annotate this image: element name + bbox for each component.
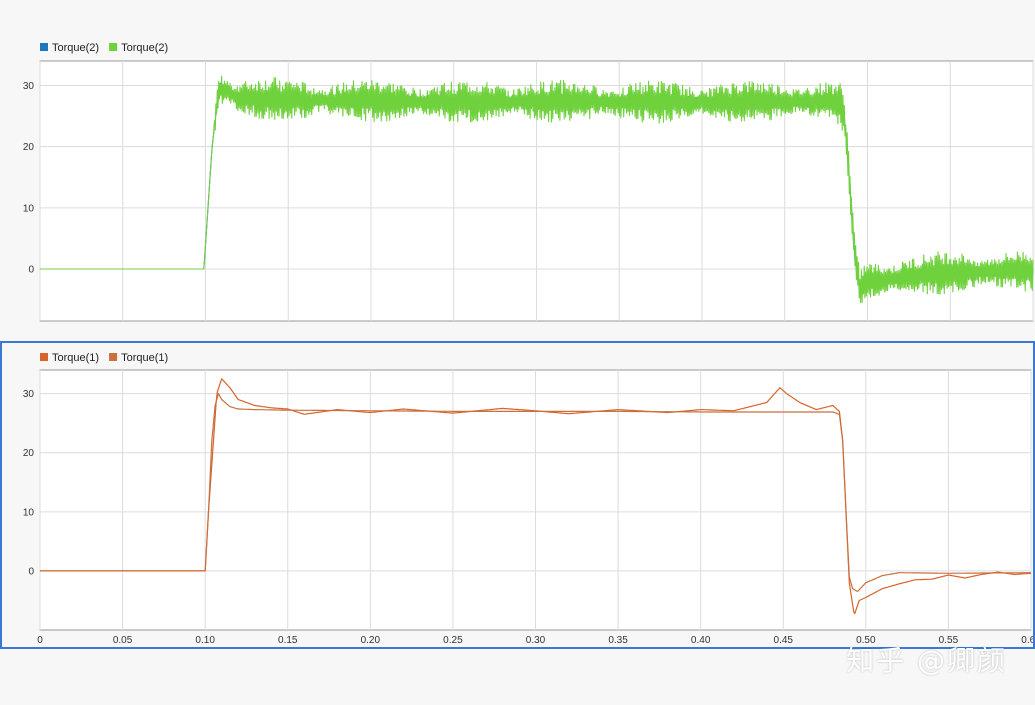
x-tick-label: 0.45 bbox=[774, 635, 794, 646]
x-tick-label: 0.55 bbox=[939, 635, 959, 646]
series-line bbox=[40, 75, 1034, 304]
torque-1-chart: 0 0.05 0.10 0.15 0.20 0.25 0.30 0.35 0.40 0.45 0.5… bbox=[23, 352, 1035, 646]
series-line bbox=[40, 392, 1031, 592]
legend-swatch bbox=[109, 43, 118, 51]
x-tick-label: 0.15 bbox=[278, 635, 298, 646]
x-tick-label: 0 bbox=[37, 635, 43, 646]
x-tick-label: 0.05 bbox=[113, 635, 133, 646]
x-tick-label: 0.60 bbox=[1021, 635, 1033, 646]
y-tick-label: 0 bbox=[28, 566, 34, 577]
y-tick-label: 20 bbox=[23, 142, 35, 153]
y-tick-label: 30 bbox=[23, 81, 35, 92]
legend-swatch bbox=[109, 353, 118, 361]
legend-label: Torque(2) bbox=[52, 42, 99, 54]
watermark-text: 知乎 @卿颜 bbox=[846, 644, 1007, 677]
legend-label: Torque(1) bbox=[52, 352, 99, 364]
y-tick-label: 20 bbox=[23, 448, 35, 459]
x-tick-label: 0.10 bbox=[195, 635, 215, 646]
torque-2-chart: 00.050.100.150.200.250.300.350.400.450.5… bbox=[23, 42, 1035, 337]
x-tick-label: 0.35 bbox=[608, 635, 628, 646]
torque-1-scope-panel[interactable]: 0 0.05 0.10 0.15 0.20 0.25 0.30 0.35 0.40 0.45 0.5… bbox=[0, 341, 1035, 649]
torque-2-scope-panel[interactable]: 00.050.100.150.200.250.300.350.400.450.5… bbox=[0, 36, 1035, 337]
x-tick-label: 0.30 bbox=[526, 635, 546, 646]
y-tick-label: 0 bbox=[28, 265, 34, 276]
x-tick-label: 0.40 bbox=[691, 635, 711, 646]
y-tick-label: 10 bbox=[23, 203, 35, 214]
x-tick-label: 0.20 bbox=[361, 635, 381, 646]
legend-label: Torque(1) bbox=[121, 352, 168, 364]
y-tick-label: 10 bbox=[23, 507, 35, 518]
x-tick-label: 0.50 bbox=[856, 635, 876, 646]
y-tick-label: 30 bbox=[23, 389, 35, 400]
x-tick-label: 0.25 bbox=[443, 635, 463, 646]
legend-label: Torque(2) bbox=[121, 42, 168, 54]
legend-swatch bbox=[40, 353, 48, 361]
legend-swatch bbox=[40, 43, 48, 51]
